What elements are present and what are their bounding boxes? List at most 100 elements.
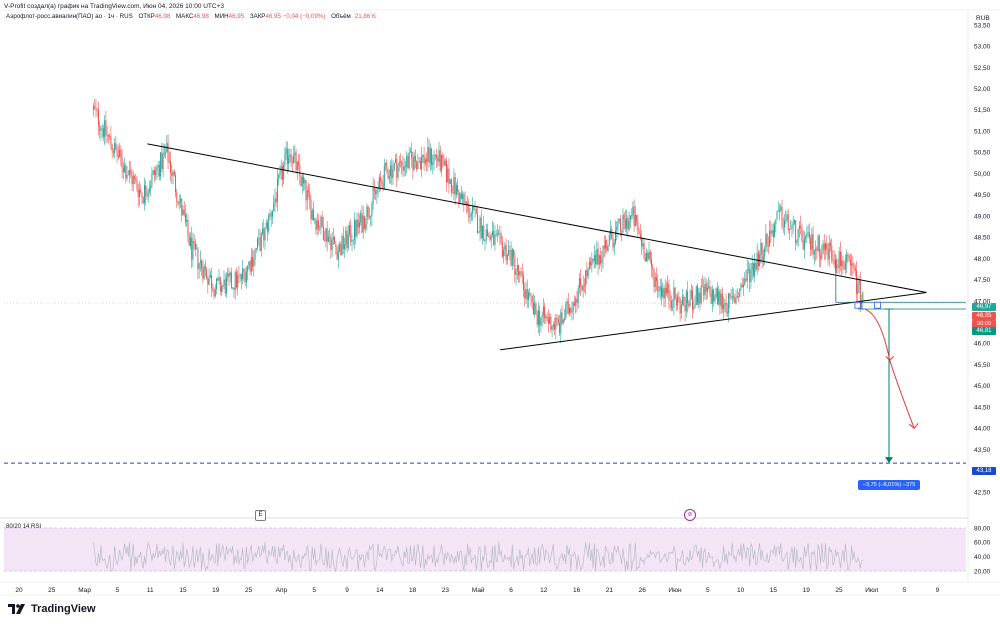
candle-body (572, 302, 574, 311)
candle-body (124, 165, 126, 173)
candle-body (130, 169, 132, 175)
candle-body (586, 270, 588, 277)
x-tick-label: 14 (376, 587, 384, 594)
candle-body (501, 241, 503, 257)
candle-body (423, 155, 425, 164)
candle-body (168, 160, 170, 162)
candle-body (592, 259, 594, 261)
candle-body (527, 292, 529, 300)
candle-body (109, 136, 111, 137)
candle-body (841, 260, 843, 267)
candle-body (264, 227, 266, 241)
author-line: V-Profit создал(а) график на TradingView… (4, 3, 225, 10)
candle-body (211, 275, 213, 289)
candle-body (587, 268, 589, 277)
candle-body (731, 296, 733, 299)
candle-body (495, 234, 497, 236)
candle-body (648, 251, 650, 260)
candle-body (545, 316, 547, 319)
candle-body (419, 161, 421, 170)
candle-body (448, 168, 450, 184)
y-tick-label: 43,50 (974, 447, 991, 454)
candle-body (689, 299, 691, 307)
candle-body (741, 284, 743, 288)
x-tick-label: 5 (312, 587, 316, 594)
candle-body (152, 170, 154, 174)
y-tick-label: 42,50 (974, 489, 991, 496)
candle-body (418, 161, 420, 163)
candle-body (445, 160, 447, 183)
candle-body (157, 165, 159, 168)
candle-body (654, 277, 656, 287)
y-tick-label: 47,00 (974, 298, 991, 305)
candle-body (851, 263, 853, 266)
anchor-handle (854, 301, 862, 309)
candle-body (792, 223, 794, 226)
candle-body (93, 106, 94, 110)
candle-body (765, 233, 767, 249)
candle-body (833, 260, 835, 263)
candle-body (117, 156, 119, 158)
candle-body (595, 255, 597, 265)
candle-body (634, 215, 636, 227)
candle-body (417, 162, 419, 170)
x-tick-label: 6 (509, 587, 513, 594)
symbol-name[interactable]: Аэрофлот-росс.авиалин(ПАО) ао · 1ч · RUS (6, 13, 133, 20)
candle-body (398, 161, 400, 166)
candle-body (747, 268, 749, 271)
earnings-marker[interactable]: E (255, 510, 266, 521)
candle-body (761, 243, 763, 261)
candle-body (129, 169, 131, 175)
candle-body (99, 126, 101, 131)
candle-body (131, 174, 133, 185)
candle-body (355, 220, 357, 237)
candle-body (585, 270, 587, 286)
dividend-marker[interactable]: ⊘ (684, 509, 696, 521)
candle-body (742, 284, 744, 288)
candle-body (204, 266, 206, 270)
candle-body (207, 278, 209, 285)
candle-body (531, 295, 533, 303)
candle-body (199, 260, 201, 264)
candle-body (222, 285, 224, 287)
candle-body (314, 219, 316, 221)
candle-body (402, 165, 404, 171)
candle-body (829, 243, 831, 246)
candle-body (498, 233, 500, 234)
candle-body (728, 293, 730, 314)
candle-body (810, 238, 812, 250)
candle-body (329, 236, 331, 238)
candle-body (739, 288, 741, 297)
candle-body (859, 279, 861, 304)
y-tick-label: 44,50 (974, 404, 991, 411)
tradingview-logo[interactable]: TradingView (8, 603, 96, 615)
candle-body (721, 293, 723, 310)
candle-body (560, 312, 562, 333)
candle-body (749, 268, 751, 283)
candle-body (751, 263, 753, 270)
candle-body (469, 216, 471, 218)
candle-body (143, 185, 145, 203)
candle-body (235, 272, 237, 288)
candle-body (147, 191, 149, 197)
rsi-indicator-label[interactable]: 80/20 14 RSI (6, 524, 42, 530)
change-value: −0,04 (−0,09%) (282, 13, 326, 20)
candle-body (452, 192, 454, 194)
candle-body (849, 258, 851, 266)
candle-body (823, 243, 825, 251)
candle-body (566, 301, 568, 305)
projection-arrow-end (908, 423, 919, 430)
candle-body (171, 172, 173, 176)
candle-body (822, 243, 824, 254)
candle-body (474, 209, 476, 210)
y-tick-label: 45,00 (974, 383, 991, 390)
price-label-target: 43,18 (972, 467, 996, 475)
candle-body (268, 215, 270, 232)
candle-body (621, 231, 623, 233)
measure-result-box: −3,75 (−8,01%) −375 (858, 480, 920, 490)
candle-body (624, 219, 626, 229)
candle-body (811, 234, 813, 250)
candle-body (209, 275, 211, 278)
candle-body (826, 243, 828, 249)
